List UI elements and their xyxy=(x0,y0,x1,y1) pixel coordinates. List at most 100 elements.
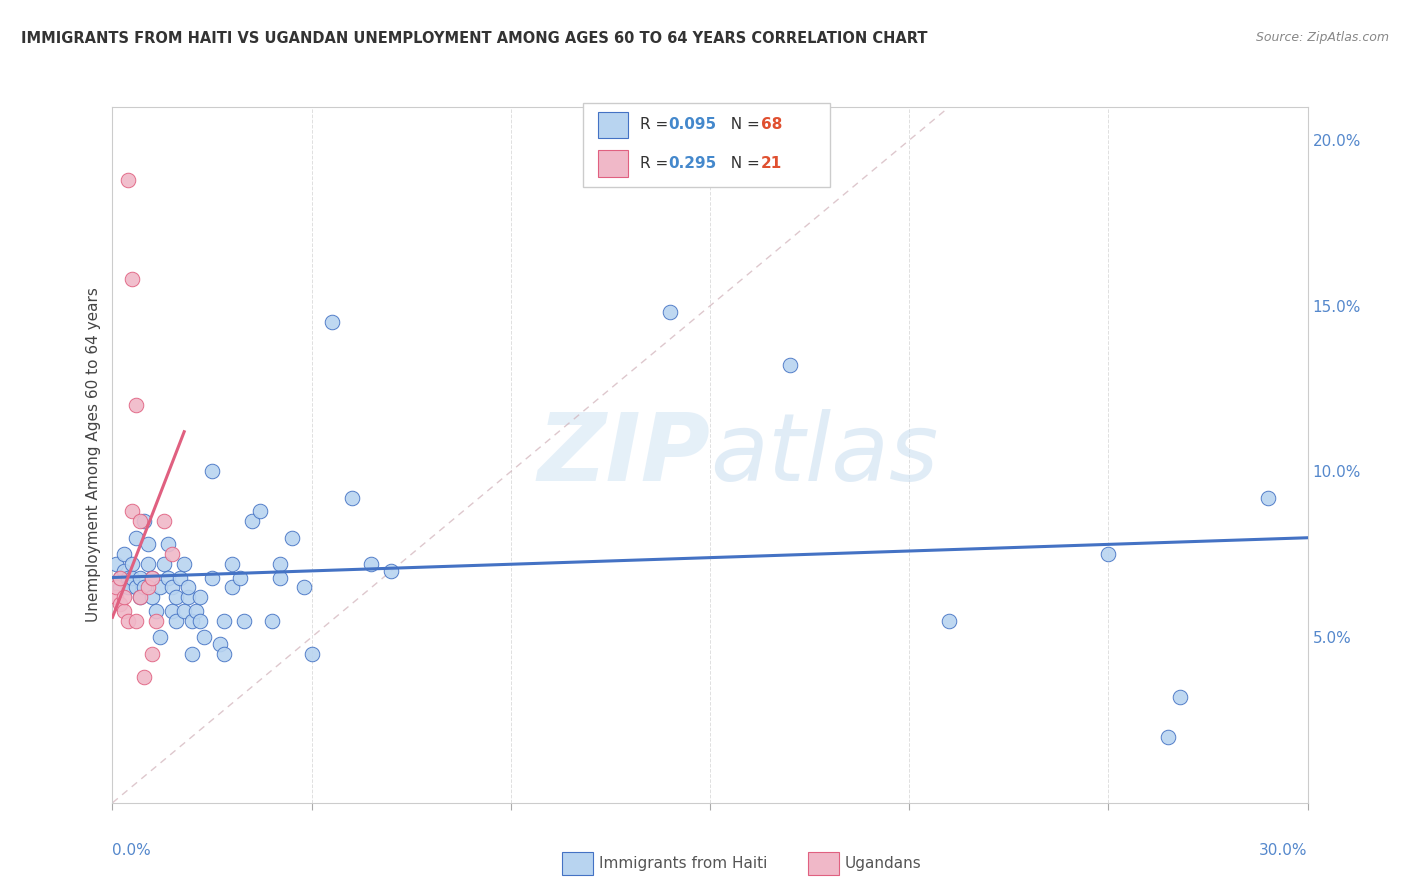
Point xyxy=(212,614,235,628)
Point xyxy=(340,491,363,505)
Point xyxy=(141,647,163,661)
Point xyxy=(110,597,132,611)
Point xyxy=(186,604,208,618)
Point xyxy=(121,570,143,584)
Point xyxy=(269,558,291,572)
Point xyxy=(301,647,323,661)
Text: ZIP: ZIP xyxy=(537,409,710,501)
Y-axis label: Unemployment Among Ages 60 to 64 years: Unemployment Among Ages 60 to 64 years xyxy=(86,287,101,623)
Point xyxy=(138,537,160,551)
Point xyxy=(380,564,402,578)
Point xyxy=(105,591,128,605)
Point xyxy=(269,570,291,584)
Point xyxy=(165,591,187,605)
Point xyxy=(153,558,176,572)
Point xyxy=(181,614,204,628)
Point xyxy=(145,604,167,618)
Point xyxy=(117,570,139,584)
Point xyxy=(134,670,156,684)
Text: 0.095: 0.095 xyxy=(668,118,716,132)
Point xyxy=(260,614,283,628)
Text: Source: ZipAtlas.com: Source: ZipAtlas.com xyxy=(1256,31,1389,45)
Point xyxy=(321,315,343,329)
Point xyxy=(162,581,183,595)
Point xyxy=(162,604,183,618)
Point xyxy=(233,614,256,628)
Point xyxy=(173,558,195,572)
Point xyxy=(157,537,180,551)
Text: 21: 21 xyxy=(761,156,782,170)
Point xyxy=(221,581,243,595)
Point xyxy=(292,581,315,595)
Point xyxy=(141,570,163,584)
Point xyxy=(153,514,176,528)
Point xyxy=(141,591,163,605)
Point xyxy=(1097,547,1119,561)
Point xyxy=(188,591,211,605)
Point xyxy=(281,531,304,545)
Point xyxy=(138,581,160,595)
Point xyxy=(181,647,204,661)
Point xyxy=(110,570,132,584)
Point xyxy=(105,558,128,572)
Point xyxy=(129,591,152,605)
Point xyxy=(360,558,382,572)
Point xyxy=(193,630,215,644)
Point xyxy=(110,570,132,584)
Text: Ugandans: Ugandans xyxy=(845,856,922,871)
Point xyxy=(117,581,139,595)
Point xyxy=(138,558,160,572)
Text: IMMIGRANTS FROM HAITI VS UGANDAN UNEMPLOYMENT AMONG AGES 60 TO 64 YEARS CORRELAT: IMMIGRANTS FROM HAITI VS UGANDAN UNEMPLO… xyxy=(21,31,928,46)
Text: N =: N = xyxy=(721,156,765,170)
Point xyxy=(173,604,195,618)
Point xyxy=(114,604,135,618)
Point xyxy=(117,614,139,628)
Text: R =: R = xyxy=(640,118,673,132)
Text: Immigrants from Haiti: Immigrants from Haiti xyxy=(599,856,768,871)
Point xyxy=(162,547,183,561)
Point xyxy=(129,514,152,528)
Point xyxy=(165,614,187,628)
Point xyxy=(149,630,172,644)
Text: 0.0%: 0.0% xyxy=(112,843,152,858)
Point xyxy=(110,581,132,595)
Point xyxy=(177,591,200,605)
Point xyxy=(938,614,960,628)
Point xyxy=(125,581,148,595)
Text: 0.295: 0.295 xyxy=(668,156,716,170)
Point xyxy=(129,591,152,605)
Point xyxy=(121,504,143,518)
Point xyxy=(125,614,148,628)
Text: R =: R = xyxy=(640,156,673,170)
Point xyxy=(114,564,135,578)
Point xyxy=(240,514,263,528)
Text: atlas: atlas xyxy=(710,409,938,500)
Point xyxy=(221,558,243,572)
Point xyxy=(145,614,167,628)
Point xyxy=(125,531,148,545)
Point xyxy=(129,570,152,584)
Point xyxy=(1157,730,1180,744)
Point xyxy=(177,581,200,595)
Point xyxy=(659,305,682,319)
Point xyxy=(1168,690,1191,704)
Point xyxy=(149,581,172,595)
Point xyxy=(209,637,232,651)
Point xyxy=(134,514,156,528)
Point xyxy=(1257,491,1279,505)
Point xyxy=(249,504,271,518)
Point xyxy=(188,614,211,628)
Point xyxy=(121,558,143,572)
Point xyxy=(779,359,801,373)
Text: 30.0%: 30.0% xyxy=(1260,843,1308,858)
Point xyxy=(157,570,180,584)
Point xyxy=(117,173,139,187)
Point xyxy=(125,398,148,412)
Point xyxy=(121,272,143,286)
Point xyxy=(141,570,163,584)
Point xyxy=(201,465,224,479)
Point xyxy=(134,581,156,595)
Point xyxy=(229,570,252,584)
Point xyxy=(105,581,128,595)
Point xyxy=(114,547,135,561)
